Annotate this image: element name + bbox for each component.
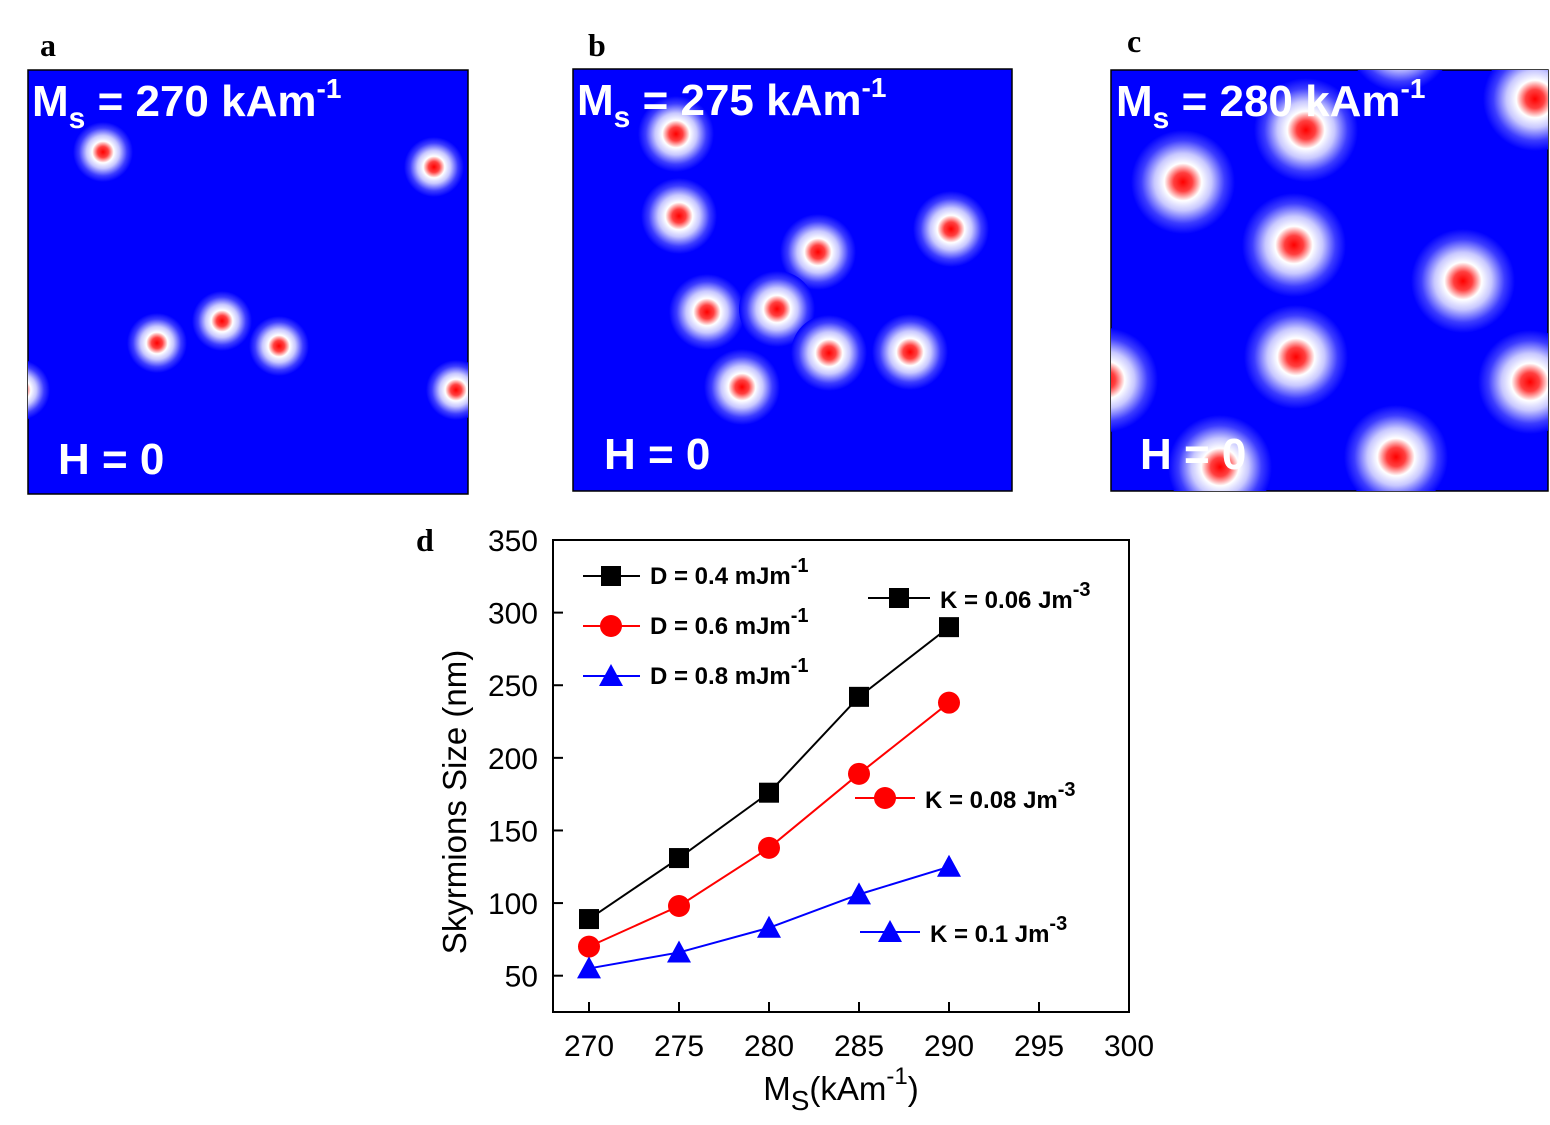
y-tick-label: 350	[488, 525, 538, 558]
y-tick-label: 50	[505, 961, 538, 994]
skyrmions	[28, 122, 468, 420]
panel-b: b Ms = 275 kAm-1 H = 0	[572, 27, 1013, 492]
panel-letter: a	[40, 27, 56, 63]
y-axis-label: Skyrmions Size (nm)	[436, 650, 473, 954]
annotation-marker	[874, 787, 896, 809]
panel-field: H = 0	[58, 435, 164, 484]
annotation: K = 0.08 Jm-3	[925, 779, 1076, 814]
skyrmions	[638, 96, 989, 425]
y-tick-label: 250	[488, 670, 538, 703]
data-point	[849, 686, 869, 707]
panel-letter: b	[588, 27, 606, 63]
plot-frame	[552, 539, 1130, 1013]
x-tick-label: 270	[564, 1030, 614, 1063]
x-axis-label: MS(kAm-1)	[763, 1063, 919, 1116]
x-tick-label: 300	[1104, 1030, 1154, 1063]
annotation: K = 0.06 Jm-3	[940, 579, 1091, 614]
legend-label: D = 0.6 mJm-1	[650, 605, 809, 640]
data-point	[577, 956, 601, 979]
skyrmions	[1111, 70, 1548, 491]
data-point	[579, 909, 599, 930]
chart: d Skyrmions Size (nm) MS(kAm-1) 50 100 150…	[416, 522, 1154, 1116]
legend-marker	[599, 664, 623, 686]
panel-ms: Ms = 275 kAm-1	[577, 72, 886, 134]
data-point	[848, 762, 870, 785]
panel-c: c Ms = 280 kAm-1 H = 0	[1110, 23, 1549, 492]
y-tick-label: 200	[488, 743, 538, 776]
y-tick-label: 150	[488, 815, 538, 848]
data-point	[938, 691, 960, 714]
panel-a: a Ms = 270 kAm-1 H = 0	[27, 27, 469, 495]
data-point	[578, 935, 600, 958]
panel-ms: Ms = 270 kAm-1	[32, 73, 341, 135]
data-point	[759, 782, 779, 803]
data-point	[669, 848, 689, 869]
annotation-marker	[889, 588, 909, 608]
panel-ms: Ms = 280 kAm-1	[1116, 73, 1425, 135]
data-point	[667, 940, 691, 963]
data-point	[757, 915, 781, 938]
panel-letter: c	[1127, 23, 1141, 59]
y-tick-label: 300	[488, 598, 538, 631]
data-point	[668, 894, 690, 917]
legend-label: D = 0.8 mJm-1	[650, 655, 809, 690]
data-point	[847, 882, 871, 905]
data-point	[937, 854, 961, 877]
panel-letter: d	[416, 522, 434, 558]
data-point	[758, 836, 780, 859]
legend-label: D = 0.4 mJm-1	[650, 555, 809, 590]
x-tick-label: 295	[1014, 1030, 1064, 1063]
annotation: K = 0.1 Jm-3	[930, 913, 1067, 948]
x-tick-label: 285	[834, 1030, 884, 1063]
x-tick-label: 280	[744, 1030, 794, 1063]
annotation-marker	[878, 920, 902, 942]
legend-marker	[600, 615, 622, 637]
x-tick-label: 275	[654, 1030, 704, 1063]
series-line	[588, 701, 950, 948]
legend-marker	[601, 566, 621, 586]
panel-field: H = 0	[1140, 430, 1246, 479]
data-point	[939, 617, 959, 638]
y-tick-label: 100	[488, 888, 538, 921]
x-tick-label: 290	[924, 1030, 974, 1063]
panel-field: H = 0	[604, 430, 710, 479]
